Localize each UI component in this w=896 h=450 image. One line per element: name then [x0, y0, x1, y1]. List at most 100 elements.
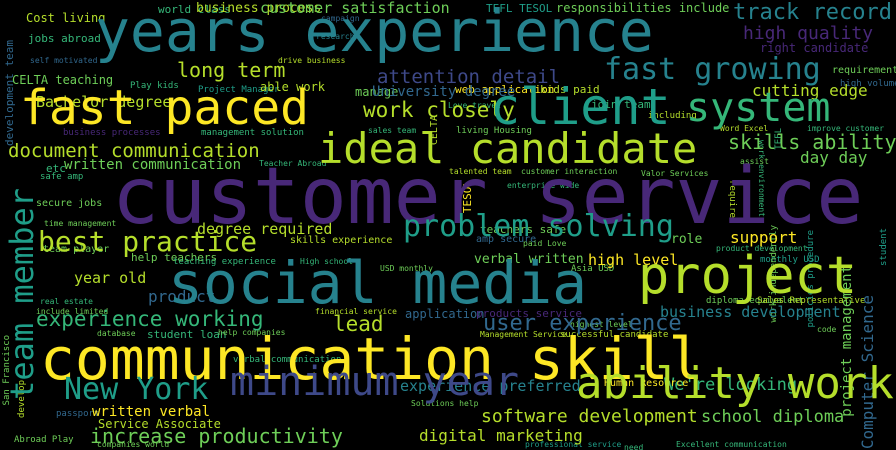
word-etc: etc — [46, 162, 66, 175]
word-time-management: time management — [44, 219, 117, 228]
word-include-limited: include limited — [36, 307, 109, 316]
word-love-travel: Love travel — [448, 101, 501, 110]
word-secure-jobs: secure jobs — [36, 198, 103, 209]
word-school-diploma: school diploma — [701, 407, 845, 427]
word-customer-interaction: customer interaction — [521, 167, 618, 176]
word-application: application — [405, 307, 485, 321]
word-amp-secure: amp secure — [476, 234, 537, 245]
word-highest-level: highest level — [570, 320, 633, 329]
word-increase-productivity: increase productivity — [90, 424, 343, 448]
word-usd-monthly: USD monthly — [380, 264, 433, 273]
word-skills-experience: skills experience — [290, 235, 393, 246]
word-valor-services: Valor Services — [641, 169, 709, 178]
word-written-verbal: written verbal — [92, 404, 211, 420]
word-support: support — [730, 228, 798, 247]
word-sales-team: sales team — [368, 126, 417, 135]
word-problem-solving: problem solving — [403, 209, 674, 244]
word-student: student — [879, 228, 889, 266]
word-team-member: team member — [3, 188, 41, 400]
word-attention-detail: attention detail — [377, 66, 561, 88]
word-drive-business: drive business — [278, 56, 346, 65]
word-able-work: able work — [260, 80, 326, 94]
word-system: system — [686, 85, 831, 131]
word-document-communication: document communication — [8, 140, 260, 162]
word-lead: lead — [333, 312, 384, 336]
word-customer-service: customer service — [112, 152, 864, 242]
word-living-housing: living Housing — [456, 126, 532, 136]
word-celta-teaching: CELTA teaching — [12, 73, 114, 87]
word-tefl-tesol: TEFL TESOL — [486, 2, 553, 15]
word-digital-marketing: digital marketing — [419, 426, 583, 445]
word-requirement: requirement — [832, 65, 896, 76]
word-best-practice: best practice — [38, 225, 258, 258]
word-project: project — [638, 246, 858, 306]
word-talented-team: talented team — [449, 167, 512, 176]
word-world-class: world class — [158, 3, 231, 16]
word-cutting-edge: cutting edge — [752, 81, 868, 100]
word-teacher-abroad: Teacher Abroad — [259, 159, 327, 168]
word-sales-representative: Sales Representative — [757, 296, 866, 306]
word-companies-world: companies world — [97, 440, 170, 449]
word-team-player: team player — [43, 244, 110, 255]
word-year-old: year old — [74, 269, 147, 287]
word-ideal-candidate: ideal candidate — [318, 124, 698, 173]
word-enterprise-wide: enterprise wide — [507, 181, 580, 190]
word-day-day: day day — [800, 148, 868, 167]
word-code: code — [817, 325, 837, 334]
word-written-communication: written communication — [64, 157, 242, 173]
word-project-manager: Project Manager — [198, 85, 280, 95]
word-responsibilities-include: responsibilities include — [556, 1, 730, 15]
word-professional-service: professional service — [525, 440, 622, 449]
word-self-motivated: self motivated — [30, 56, 98, 65]
word-join-team: join team — [591, 98, 651, 111]
word-fast-growing: fast growing — [604, 52, 821, 87]
word-were-looking: We're looking — [664, 375, 798, 395]
word-service-associate: Service Associate — [98, 417, 221, 431]
word-user-experience: user experience — [483, 311, 682, 336]
word-long-term: long term — [177, 58, 286, 82]
word-research: research — [316, 32, 355, 41]
word-diploma-equivalent: diploma equivalent — [706, 296, 804, 306]
word-new-york: New York — [64, 372, 209, 407]
word-assist: assist — [740, 157, 769, 166]
word-minimum-year: minimum year — [230, 359, 519, 405]
word-degree-required: degree required — [197, 220, 333, 238]
word-verbal-written: verbal written — [474, 252, 584, 267]
word-asia-usd: Asia USD — [571, 264, 615, 274]
word-business-development: business development — [660, 303, 841, 321]
word-real-estate: real estate — [40, 297, 93, 306]
word-campaign: campaign — [321, 14, 360, 23]
word-years-experience: years experience — [95, 0, 654, 65]
word-social-media: social media — [168, 249, 588, 317]
word-fast-paced: fast paced — [20, 80, 309, 136]
word-business-process: business process — [196, 1, 322, 16]
word-word-excel: Word Excel — [720, 124, 769, 133]
word-ability-work: ability work — [576, 358, 894, 409]
word-excellent-communication: Excellent communication — [676, 440, 787, 449]
word-including: including — [648, 111, 697, 121]
word-help-companies: help companies — [218, 328, 286, 337]
word-successful-candidate: successful candidate — [560, 330, 669, 340]
word-high-school: High school — [300, 257, 353, 266]
word-human-resource: Human Resource — [604, 378, 689, 389]
word-product: product — [148, 287, 216, 306]
word-management-service: Management Service — [480, 330, 567, 339]
word-jobs-abroad: jobs abroad — [28, 32, 101, 45]
word-monthly-usd: monthly USD — [760, 255, 820, 265]
word-university-degree: University degree — [372, 84, 516, 100]
word-need: need — [624, 443, 644, 450]
word-manage: manage — [355, 85, 399, 99]
word-web-application: web application — [455, 83, 555, 96]
word-teaching-experience: teaching experience — [173, 257, 276, 267]
word-financial-service: financial service — [315, 307, 397, 316]
word-help-teachers: help teachers — [131, 251, 218, 264]
word-abroad-play: Abroad Play — [14, 435, 74, 445]
word-improve-customer: improve customer — [807, 124, 885, 133]
word-communication-skill: communication skill — [40, 325, 704, 393]
word-right-candidate-h: right candidate — [760, 41, 869, 55]
word-bachelor-degree: Bachelor degree — [36, 93, 172, 111]
word-products-service: products service — [476, 307, 582, 320]
word-required: required — [727, 180, 737, 224]
word-safe-amp: safe amp — [40, 172, 84, 182]
